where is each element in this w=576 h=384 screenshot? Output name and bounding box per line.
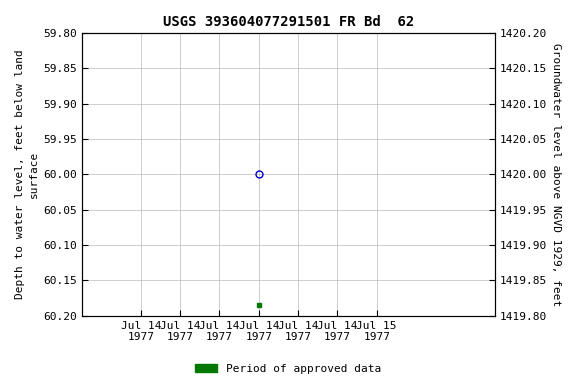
Title: USGS 393604077291501 FR Bd  62: USGS 393604077291501 FR Bd 62 — [162, 15, 414, 29]
Legend: Period of approved data: Period of approved data — [191, 359, 385, 379]
Y-axis label: Groundwater level above NGVD 1929, feet: Groundwater level above NGVD 1929, feet — [551, 43, 561, 306]
Y-axis label: Depth to water level, feet below land
surface: Depth to water level, feet below land su… — [15, 50, 39, 299]
